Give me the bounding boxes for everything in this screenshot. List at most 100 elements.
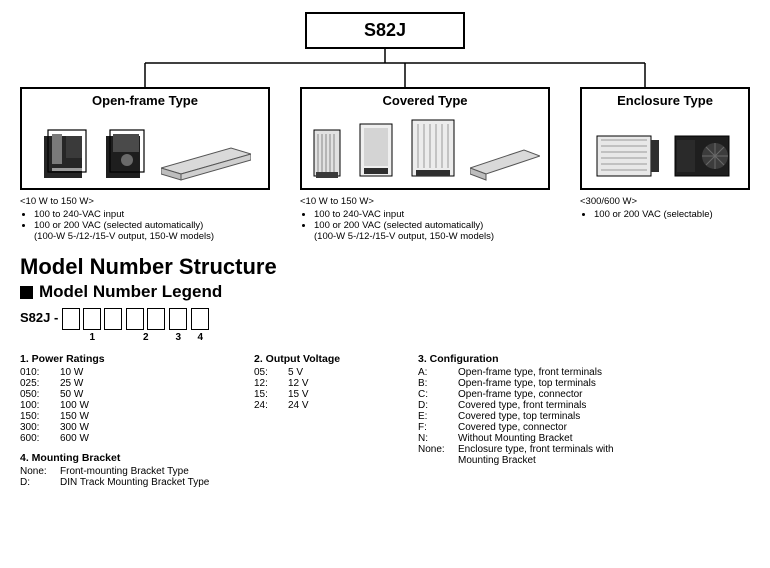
digit-box bbox=[83, 308, 101, 330]
legend-row: 300:300 W bbox=[20, 422, 230, 433]
legend-col-2: 2. Output Voltage 05:5 V12:12 V15:15 V24… bbox=[254, 353, 394, 488]
specs-cov-b1: 100 to 240-VAC input bbox=[314, 209, 550, 220]
type-row: Open-frame Type bbox=[20, 87, 750, 190]
legend-value: 25 W bbox=[60, 378, 83, 389]
legend-row: 12:12 V bbox=[254, 378, 394, 389]
legend-key: 05: bbox=[254, 367, 288, 378]
legend-key: 010: bbox=[20, 367, 60, 378]
psu-illustration-covered bbox=[308, 112, 542, 182]
legend-key: F: bbox=[418, 422, 458, 433]
output-voltage-title: 2. Output Voltage bbox=[254, 353, 394, 365]
legend-row: D:DIN Track Mounting Bracket Type bbox=[20, 477, 230, 488]
root-title: S82J bbox=[364, 20, 406, 40]
legend-row: E:Covered type, top terminals bbox=[418, 411, 678, 422]
legend-value: 5 V bbox=[288, 367, 303, 378]
type-title-open: Open-frame Type bbox=[28, 93, 262, 108]
type-box-covered: Covered Type bbox=[300, 87, 550, 190]
section-title: Model Number Structure bbox=[20, 254, 750, 280]
specs-open-sub: (100-W 5-/12-/15-V output, 150-W models) bbox=[34, 231, 270, 242]
legend-key: D: bbox=[20, 477, 60, 488]
tree-connector bbox=[35, 49, 735, 89]
legend-value: Without Mounting Bracket bbox=[458, 433, 573, 444]
digit-box bbox=[147, 308, 165, 330]
legend-key: None: bbox=[20, 466, 60, 477]
psu-illustration-open bbox=[28, 112, 262, 182]
legend-value: 12 V bbox=[288, 378, 309, 389]
legend-row: 010:10 W bbox=[20, 367, 230, 378]
specs-covered: <10 W to 150 W> 100 to 240-VAC input 100… bbox=[300, 196, 550, 242]
specs-open-head: <10 W to 150 W> bbox=[20, 196, 270, 207]
type-box-open-frame: Open-frame Type bbox=[20, 87, 270, 190]
legend-row: A:Open-frame type, front terminals bbox=[418, 367, 678, 378]
specs-enclosure: <300/600 W> 100 or 200 VAC (selectable) bbox=[580, 196, 750, 242]
legend-col-3: 3. Configuration A:Open-frame type, fron… bbox=[418, 353, 678, 488]
legend-row: N:Without Mounting Bracket bbox=[418, 433, 678, 444]
legend-value: 300 W bbox=[60, 422, 89, 433]
legend-row: 150:150 W bbox=[20, 411, 230, 422]
legend-value: 100 W bbox=[60, 400, 89, 411]
legend-col-1: 1. Power Ratings 010:10 W025:25 W050:50 … bbox=[20, 353, 230, 488]
legend-key: N: bbox=[418, 433, 458, 444]
legend-row: None:Enclosure type, front terminals wit… bbox=[418, 444, 678, 455]
legend-key: A: bbox=[418, 367, 458, 378]
digit-box bbox=[169, 308, 187, 330]
specs-open-b2: 100 or 200 VAC (selected automatically) bbox=[34, 220, 270, 231]
specs-cov-head: <10 W to 150 W> bbox=[300, 196, 550, 207]
legend-value: 15 V bbox=[288, 389, 309, 400]
legend-key: B: bbox=[418, 378, 458, 389]
legend-head: Model Number Legend bbox=[20, 282, 750, 302]
legend-key: 025: bbox=[20, 378, 60, 389]
digit-box bbox=[126, 308, 144, 330]
specs-cov-b2: 100 or 200 VAC (selected automatically) bbox=[314, 220, 550, 231]
digit-index-3: 3 bbox=[176, 332, 182, 343]
digit-group-2: 2 bbox=[126, 308, 165, 343]
type-title-covered: Covered Type bbox=[308, 93, 542, 108]
configuration-title: 3. Configuration bbox=[418, 353, 678, 365]
config-cont-text: Mounting Bracket bbox=[458, 455, 536, 466]
digit-group-3: 3 bbox=[169, 308, 187, 343]
legend-value: 150 W bbox=[60, 411, 89, 422]
legend-value: Covered type, top terminals bbox=[458, 411, 580, 422]
legend-row: 24:24 V bbox=[254, 400, 394, 411]
specs-cov-sub: (100-W 5-/12-/15-V output, 150-W models) bbox=[314, 231, 550, 242]
legend-key: E: bbox=[418, 411, 458, 422]
root-node: S82J bbox=[305, 12, 465, 49]
type-title-enclosure: Enclosure Type bbox=[588, 93, 742, 108]
legend-row: 05:5 V bbox=[254, 367, 394, 378]
legend-row: D:Covered type, front terminals bbox=[418, 400, 678, 411]
legend-value: Open-frame type, top terminals bbox=[458, 378, 596, 389]
legend-row: C:Open-frame type, connector bbox=[418, 389, 678, 400]
legend-row: 050:50 W bbox=[20, 389, 230, 400]
specs-row: <10 W to 150 W> 100 to 240-VAC input 100… bbox=[20, 196, 750, 242]
legend-row: F:Covered type, connector bbox=[418, 422, 678, 433]
digit-group-1: 1 bbox=[62, 308, 122, 343]
model-prefix: S82J - bbox=[20, 308, 58, 325]
legend-key: 150: bbox=[20, 411, 60, 422]
legend-key: 600: bbox=[20, 433, 60, 444]
legend-value: Open-frame type, front terminals bbox=[458, 367, 602, 378]
specs-enc-b1: 100 or 200 VAC (selectable) bbox=[594, 209, 750, 220]
config-continuation: Mounting Bracket bbox=[418, 455, 678, 466]
legend-key: 300: bbox=[20, 422, 60, 433]
legend-columns: 1. Power Ratings 010:10 W025:25 W050:50 … bbox=[20, 353, 750, 488]
legend-head-text: Model Number Legend bbox=[39, 282, 222, 302]
legend-value: Covered type, connector bbox=[458, 422, 567, 433]
legend-row: 025:25 W bbox=[20, 378, 230, 389]
legend-value: 10 W bbox=[60, 367, 83, 378]
digit-group-4: 4 bbox=[191, 308, 209, 343]
legend-key: 15: bbox=[254, 389, 288, 400]
legend-key: D: bbox=[418, 400, 458, 411]
specs-open-b1: 100 to 240-VAC input bbox=[34, 209, 270, 220]
specs-enc-head: <300/600 W> bbox=[580, 196, 750, 207]
legend-value: Front-mounting Bracket Type bbox=[60, 466, 189, 477]
legend-value: 24 V bbox=[288, 400, 309, 411]
digit-index-4: 4 bbox=[198, 332, 204, 343]
mounting-bracket-title: 4. Mounting Bracket bbox=[20, 452, 230, 464]
legend-value: DIN Track Mounting Bracket Type bbox=[60, 477, 209, 488]
digit-index-1: 1 bbox=[90, 332, 96, 343]
model-number-boxes: S82J - 1 2 3 4 bbox=[20, 308, 750, 343]
power-ratings-title: 1. Power Ratings bbox=[20, 353, 230, 365]
legend-value: 600 W bbox=[60, 433, 89, 444]
legend-value: Covered type, front terminals bbox=[458, 400, 586, 411]
legend-value: Open-frame type, connector bbox=[458, 389, 583, 400]
